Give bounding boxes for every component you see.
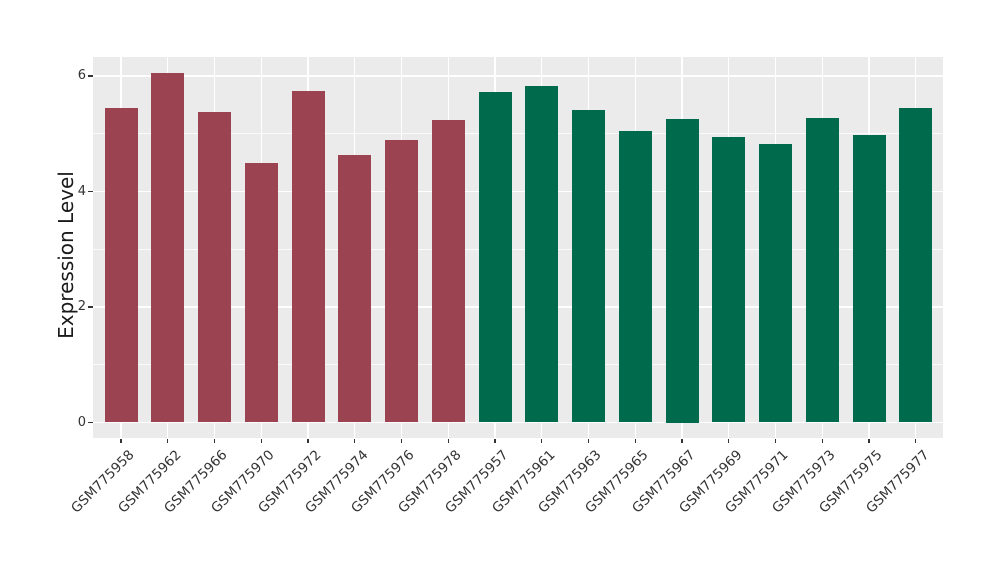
- x-tick: [681, 438, 683, 443]
- x-tick: [868, 438, 870, 443]
- bar-GSM775977: [899, 107, 933, 423]
- x-tick: [447, 438, 449, 443]
- bar-GSM775975: [852, 134, 886, 423]
- x-tick: [213, 438, 216, 443]
- bar-GSM775974: [338, 154, 372, 423]
- bar-GSM775973: [805, 117, 839, 423]
- y-tick-label: 2: [77, 299, 86, 314]
- x-tick: [915, 438, 917, 443]
- bar-GSM775972: [291, 91, 325, 423]
- x-tick: [260, 438, 262, 443]
- gridline-major: [93, 75, 943, 77]
- bar-GSM775967: [665, 119, 699, 423]
- bar-GSM775966: [198, 112, 231, 423]
- x-tick: [354, 438, 356, 443]
- gridline-major: [93, 306, 943, 308]
- bar-GSM775976: [385, 140, 418, 423]
- x-tick: [307, 438, 309, 443]
- x-tick: [634, 438, 636, 443]
- bar-GSM775970: [244, 163, 278, 423]
- x-tick: [120, 438, 122, 443]
- y-tick: [88, 190, 93, 193]
- x-tick: [774, 438, 777, 443]
- gridline-major: [93, 190, 943, 193]
- y-tick: [88, 421, 93, 424]
- gridline-minor: [93, 133, 943, 135]
- x-tick: [728, 438, 730, 443]
- x-tick: [541, 438, 543, 443]
- bar-GSM775957: [478, 91, 512, 423]
- y-tick-label: 0: [77, 414, 86, 430]
- bar-GSM775969: [712, 136, 746, 423]
- x-tick: [167, 438, 169, 443]
- gridline-minor: [93, 248, 943, 250]
- y-tick: [88, 75, 93, 77]
- y-tick: [88, 306, 93, 308]
- plot-panel: [93, 57, 943, 438]
- bar-GSM775971: [759, 144, 792, 423]
- bar-GSM775962: [151, 73, 185, 423]
- gridline-major: [93, 421, 943, 424]
- bar-GSM775965: [618, 130, 652, 423]
- y-tick-label: 4: [77, 183, 86, 199]
- y-tick-label: 6: [77, 68, 86, 83]
- x-tick: [587, 438, 590, 443]
- x-tick: [821, 438, 823, 443]
- bar-GSM775961: [525, 85, 559, 423]
- bar-GSM775963: [572, 110, 605, 423]
- x-tick: [400, 438, 403, 443]
- x-tick: [494, 438, 496, 443]
- gridline-minor: [93, 364, 943, 366]
- bar-GSM775978: [431, 120, 465, 423]
- bar-GSM775958: [104, 107, 138, 423]
